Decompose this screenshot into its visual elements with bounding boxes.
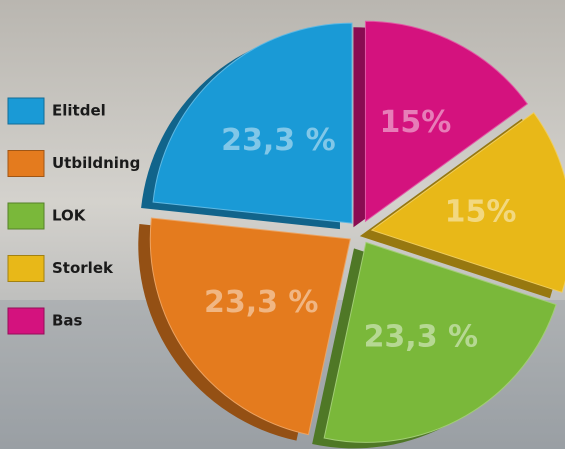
slice-label: 15% xyxy=(445,195,517,230)
slice-label: 23,3 % xyxy=(221,123,336,158)
legend-label: Bas xyxy=(52,312,83,330)
legend-swatch xyxy=(7,307,45,335)
slice xyxy=(364,20,529,223)
slice xyxy=(323,241,557,443)
legend-swatch xyxy=(7,202,45,230)
slice-label: 23,3 % xyxy=(204,285,319,320)
slice-label: 15% xyxy=(380,105,452,140)
slice xyxy=(152,22,353,224)
slice xyxy=(149,217,351,436)
legend-label: Elitdel xyxy=(52,102,106,120)
slice-label: 23,3 % xyxy=(364,319,479,354)
slice xyxy=(370,112,565,293)
legend-label: Utbildning xyxy=(52,154,140,172)
legend-swatch xyxy=(7,255,45,282)
legend-swatch xyxy=(7,150,45,177)
legend-label: LOK xyxy=(52,207,87,225)
legend-label: Storlek xyxy=(52,259,114,277)
legend-swatch xyxy=(7,97,45,125)
